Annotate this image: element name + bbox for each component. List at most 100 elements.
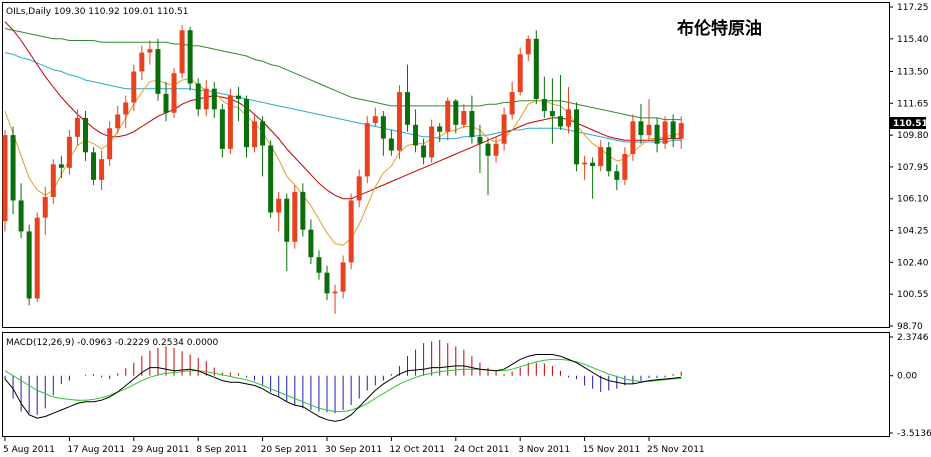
candle: [219, 104, 225, 158]
candle-body: [66, 136, 72, 168]
price-tick-label: 104.25: [897, 227, 929, 237]
candle-body: [107, 128, 113, 160]
candle: [292, 184, 298, 249]
candle-body: [598, 147, 604, 167]
candle: [541, 76, 547, 118]
candle-body: [421, 145, 427, 158]
candle-body: [437, 126, 443, 132]
price-tick-label: 117.25: [897, 3, 929, 13]
candle: [622, 147, 628, 185]
candle: [340, 255, 346, 299]
candle: [147, 40, 153, 65]
price-tick-label: 100.55: [897, 290, 929, 300]
candle-body: [308, 229, 314, 258]
candle-body: [260, 121, 266, 146]
candle: [429, 119, 435, 163]
time-tick-label: 30 Sep 2011: [325, 445, 382, 455]
candle: [509, 81, 515, 120]
candle: [356, 169, 362, 208]
candle-body: [646, 124, 652, 136]
candle: [227, 88, 233, 155]
candle-body: [268, 145, 274, 213]
candle: [372, 107, 378, 127]
candle-body: [244, 99, 249, 148]
candle-body: [509, 92, 515, 115]
candle: [131, 64, 137, 112]
macd-panel: [2, 332, 890, 437]
candle-body: [211, 88, 217, 110]
candle: [235, 86, 241, 122]
time-tick-label: 5 Aug 2011: [3, 445, 55, 455]
time-tick-label: 15 Nov 2011: [583, 445, 641, 455]
time-tick-label: 17 Aug 2011: [67, 445, 125, 455]
candle-body: [139, 52, 145, 72]
time-tick-label: 8 Sep 2011: [196, 445, 247, 455]
candle: [638, 104, 644, 144]
candle-body: [638, 121, 644, 136]
candle: [662, 116, 668, 149]
candle: [533, 30, 539, 105]
price-tick-label: 102.40: [897, 258, 929, 268]
candle: [566, 86, 571, 134]
candle-body: [300, 191, 306, 230]
candle-body: [91, 152, 97, 180]
candle: [501, 107, 507, 151]
candle-body: [235, 95, 241, 100]
candle: [244, 95, 249, 158]
chart-title: 布伦特原油: [677, 18, 762, 39]
candle-body: [348, 200, 354, 263]
candle: [179, 25, 185, 79]
candle-body: [58, 164, 64, 168]
candle: [396, 85, 402, 160]
candle-body: [292, 191, 298, 242]
candle: [525, 35, 531, 62]
candle: [630, 114, 636, 161]
candle-body: [332, 291, 338, 294]
candle: [58, 155, 64, 179]
candle: [91, 147, 97, 185]
candle: [268, 140, 274, 218]
candle-body: [284, 198, 290, 242]
candle-body: [155, 49, 161, 94]
candle: [582, 155, 588, 180]
candle: [10, 126, 16, 215]
macd-tick-label: 2.3746: [897, 333, 929, 343]
time-tick-label: 25 Nov 2011: [647, 445, 705, 455]
candle-body: [123, 102, 129, 115]
current-price-label: 110.51: [893, 119, 928, 129]
candle-body: [574, 109, 580, 165]
candle: [316, 250, 322, 280]
candle: [74, 109, 80, 146]
candle-body: [493, 143, 499, 156]
candle: [485, 138, 491, 196]
candle-body: [163, 93, 169, 113]
candle: [332, 284, 338, 314]
candle-body: [340, 262, 346, 292]
candle: [477, 124, 483, 173]
candle: [26, 224, 32, 306]
candle-body: [396, 92, 402, 151]
candle-body: [445, 100, 451, 132]
candle-body: [147, 49, 153, 53]
candle-body: [356, 176, 362, 201]
candle: [598, 140, 604, 172]
candle: [83, 111, 88, 161]
candle-body: [541, 99, 547, 112]
time-tick-label: 20 Sep 2011: [261, 445, 318, 455]
candle: [549, 78, 555, 144]
candle: [670, 114, 676, 148]
macd-tick-label: 0.00: [897, 372, 917, 382]
candle-body: [614, 171, 620, 180]
candle-body: [557, 116, 563, 127]
candle: [421, 138, 427, 165]
price-tick-label: 107.95: [897, 163, 929, 173]
candle: [678, 116, 684, 149]
candles: [2, 25, 684, 314]
candle-body: [195, 83, 201, 110]
candle-body: [485, 143, 491, 156]
candle-body: [533, 38, 539, 100]
candle-body: [2, 135, 8, 222]
candle-body: [525, 38, 531, 55]
candle-body: [517, 54, 523, 93]
